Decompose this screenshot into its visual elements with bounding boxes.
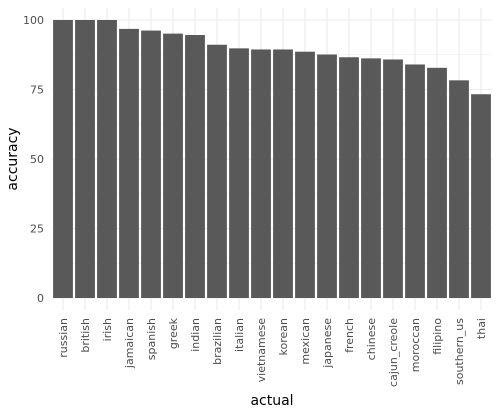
x-tick-label: italian [233,318,246,352]
x-tick-label: french [343,318,356,353]
bar-russian [53,20,73,298]
x-tick-label: thai [475,318,488,339]
y-tick-label: 0 [37,292,44,305]
bar-greek [163,33,183,298]
x-tick-label: indian [189,318,202,352]
bar-italian [229,48,249,298]
bar-vietnamese [251,49,271,298]
x-tick-label: japanese [321,318,334,369]
bar-jamaican [119,28,139,299]
bar-cajun_creole [383,59,403,299]
x-tick-label: korean [277,318,290,355]
x-tick-label: southern_us [453,318,466,385]
x-tick-label: russian [57,318,70,358]
bar-irish [97,20,117,298]
x-tick-label: greek [167,317,180,349]
y-tick-label: 50 [30,153,44,166]
x-tick-label: spanish [145,318,158,360]
grid-lines [52,8,492,310]
bar-spanish [141,30,161,299]
bar-british [75,20,95,298]
bar-mexican [295,51,315,298]
x-axis-ticks: russian british irish jamaican spanish greek i… [57,317,488,387]
x-tick-label: jamaican [123,318,136,369]
bars [53,20,491,299]
bar-indian [185,35,205,299]
y-tick-label: 75 [30,84,44,97]
x-axis-title: actual [250,393,293,409]
x-tick-label: filipino [431,318,444,355]
x-tick-label: cajun_creole [387,318,400,387]
x-tick-label: brazilian [211,318,224,365]
x-tick-label: mexican [299,318,312,365]
bar-southern_us [449,80,469,299]
y-axis-title: accuracy [5,127,21,190]
y-axis-ticks: 0 25 50 75 100 [23,14,44,305]
y-tick-label: 100 [23,14,44,27]
x-tick-label: irish [101,318,114,341]
bar-chinese [361,58,381,298]
x-tick-label: british [79,318,92,353]
x-tick-label: chinese [365,318,378,361]
bar-filipino [427,67,447,298]
x-tick-label: moroccan [409,318,422,372]
bar-thai [471,94,491,298]
y-tick-label: 25 [30,223,44,236]
bar-korean [273,49,293,298]
x-tick-label: vietnamese [255,318,268,383]
bar-french [339,57,359,298]
bar-brazilian [207,44,227,298]
bar-japanese [317,54,337,298]
bar-moroccan [405,64,425,298]
